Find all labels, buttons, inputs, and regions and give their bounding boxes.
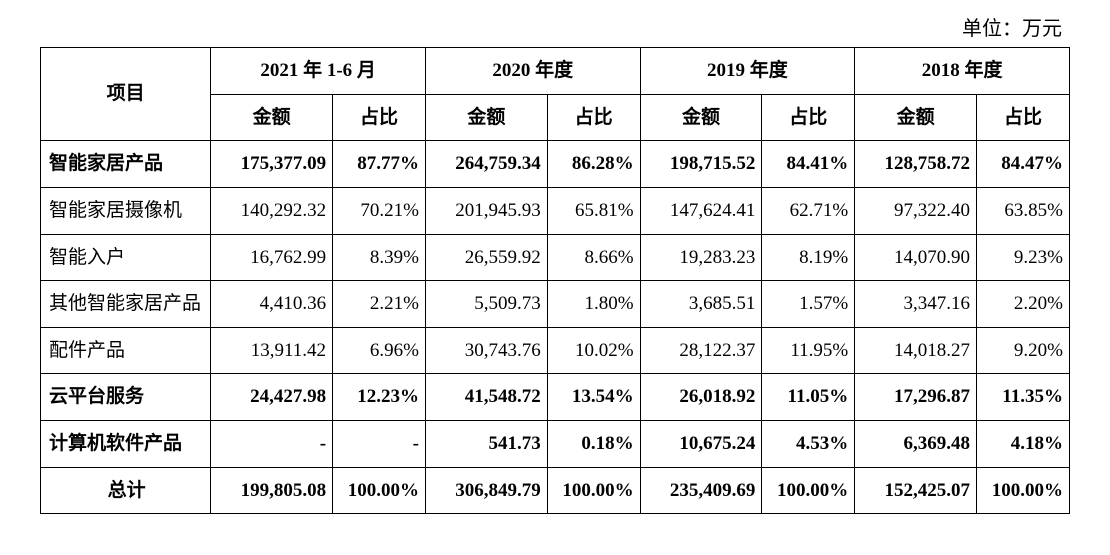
table-row: 智能入户16,762.998.39%26,559.928.66%19,283.2… bbox=[41, 234, 1070, 281]
header-amount-0: 金额 bbox=[211, 94, 333, 141]
ratio-cell: 86.28% bbox=[547, 141, 640, 188]
header-ratio-1: 占比 bbox=[547, 94, 640, 141]
header-ratio-3: 占比 bbox=[977, 94, 1070, 141]
amount-cell: 28,122.37 bbox=[640, 327, 762, 374]
table-row: 云平台服务24,427.9812.23%41,548.7213.54%26,01… bbox=[41, 374, 1070, 421]
header-amount-2: 金额 bbox=[640, 94, 762, 141]
amount-cell: 4,410.36 bbox=[211, 281, 333, 328]
ratio-cell: 2.20% bbox=[977, 281, 1070, 328]
amount-cell: 128,758.72 bbox=[855, 141, 977, 188]
header-period-0: 2021 年 1-6 月 bbox=[211, 48, 426, 95]
ratio-cell: 70.21% bbox=[333, 187, 426, 234]
ratio-cell: 8.66% bbox=[547, 234, 640, 281]
row-item-label: 智能家居产品 bbox=[41, 141, 211, 188]
ratio-cell: 84.47% bbox=[977, 141, 1070, 188]
amount-cell: 97,322.40 bbox=[855, 187, 977, 234]
amount-cell: - bbox=[211, 421, 333, 468]
amount-cell: 26,018.92 bbox=[640, 374, 762, 421]
total-amount-cell: 306,849.79 bbox=[425, 467, 547, 514]
amount-cell: 175,377.09 bbox=[211, 141, 333, 188]
amount-cell: 13,911.42 bbox=[211, 327, 333, 374]
amount-cell: 5,509.73 bbox=[425, 281, 547, 328]
ratio-cell: 10.02% bbox=[547, 327, 640, 374]
ratio-cell: 2.21% bbox=[333, 281, 426, 328]
unit-label: 单位：万元 bbox=[40, 12, 1070, 41]
header-period-2: 2019 年度 bbox=[640, 48, 855, 95]
ratio-cell: 84.41% bbox=[762, 141, 855, 188]
header-amount-3: 金额 bbox=[855, 94, 977, 141]
ratio-cell: 1.57% bbox=[762, 281, 855, 328]
table-row: 智能家居产品175,377.0987.77%264,759.3486.28%19… bbox=[41, 141, 1070, 188]
amount-cell: 41,548.72 bbox=[425, 374, 547, 421]
total-amount-cell: 152,425.07 bbox=[855, 467, 977, 514]
amount-cell: 24,427.98 bbox=[211, 374, 333, 421]
amount-cell: 140,292.32 bbox=[211, 187, 333, 234]
total-ratio-cell: 100.00% bbox=[547, 467, 640, 514]
ratio-cell: 63.85% bbox=[977, 187, 1070, 234]
header-amount-1: 金额 bbox=[425, 94, 547, 141]
amount-cell: 147,624.41 bbox=[640, 187, 762, 234]
ratio-cell: 11.95% bbox=[762, 327, 855, 374]
row-item-label: 配件产品 bbox=[41, 327, 211, 374]
ratio-cell: 0.18% bbox=[547, 421, 640, 468]
ratio-cell: 13.54% bbox=[547, 374, 640, 421]
ratio-cell: 87.77% bbox=[333, 141, 426, 188]
ratio-cell: 9.20% bbox=[977, 327, 1070, 374]
header-ratio-2: 占比 bbox=[762, 94, 855, 141]
ratio-cell: 4.53% bbox=[762, 421, 855, 468]
total-amount-cell: 199,805.08 bbox=[211, 467, 333, 514]
amount-cell: 541.73 bbox=[425, 421, 547, 468]
ratio-cell: 8.19% bbox=[762, 234, 855, 281]
ratio-cell: 12.23% bbox=[333, 374, 426, 421]
row-item-label: 计算机软件产品 bbox=[41, 421, 211, 468]
row-item-label: 云平台服务 bbox=[41, 374, 211, 421]
table-row: 计算机软件产品--541.730.18%10,675.244.53%6,369.… bbox=[41, 421, 1070, 468]
ratio-cell: - bbox=[333, 421, 426, 468]
amount-cell: 26,559.92 bbox=[425, 234, 547, 281]
amount-cell: 201,945.93 bbox=[425, 187, 547, 234]
table-body: 智能家居产品175,377.0987.77%264,759.3486.28%19… bbox=[41, 141, 1070, 514]
table-row: 其他智能家居产品4,410.362.21%5,509.731.80%3,685.… bbox=[41, 281, 1070, 328]
row-item-label: 智能入户 bbox=[41, 234, 211, 281]
ratio-cell: 65.81% bbox=[547, 187, 640, 234]
table-row: 配件产品13,911.426.96%30,743.7610.02%28,122.… bbox=[41, 327, 1070, 374]
ratio-cell: 1.80% bbox=[547, 281, 640, 328]
ratio-cell: 4.18% bbox=[977, 421, 1070, 468]
ratio-cell: 11.35% bbox=[977, 374, 1070, 421]
header-ratio-0: 占比 bbox=[333, 94, 426, 141]
ratio-cell: 62.71% bbox=[762, 187, 855, 234]
ratio-cell: 9.23% bbox=[977, 234, 1070, 281]
amount-cell: 198,715.52 bbox=[640, 141, 762, 188]
amount-cell: 10,675.24 bbox=[640, 421, 762, 468]
amount-cell: 14,070.90 bbox=[855, 234, 977, 281]
amount-cell: 3,347.16 bbox=[855, 281, 977, 328]
ratio-cell: 6.96% bbox=[333, 327, 426, 374]
amount-cell: 6,369.48 bbox=[855, 421, 977, 468]
total-ratio-cell: 100.00% bbox=[977, 467, 1070, 514]
total-ratio-cell: 100.00% bbox=[762, 467, 855, 514]
amount-cell: 19,283.23 bbox=[640, 234, 762, 281]
amount-cell: 14,018.27 bbox=[855, 327, 977, 374]
total-amount-cell: 235,409.69 bbox=[640, 467, 762, 514]
ratio-cell: 11.05% bbox=[762, 374, 855, 421]
table-row: 智能家居摄像机140,292.3270.21%201,945.9365.81%1… bbox=[41, 187, 1070, 234]
header-period-1: 2020 年度 bbox=[425, 48, 640, 95]
amount-cell: 16,762.99 bbox=[211, 234, 333, 281]
total-label: 总计 bbox=[41, 467, 211, 514]
amount-cell: 3,685.51 bbox=[640, 281, 762, 328]
amount-cell: 264,759.34 bbox=[425, 141, 547, 188]
header-row-1: 项目 2021 年 1-6 月 2020 年度 2019 年度 2018 年度 bbox=[41, 48, 1070, 95]
amount-cell: 17,296.87 bbox=[855, 374, 977, 421]
header-period-3: 2018 年度 bbox=[855, 48, 1070, 95]
row-item-label: 智能家居摄像机 bbox=[41, 187, 211, 234]
header-item: 项目 bbox=[41, 48, 211, 141]
total-ratio-cell: 100.00% bbox=[333, 467, 426, 514]
row-item-label: 其他智能家居产品 bbox=[41, 281, 211, 328]
ratio-cell: 8.39% bbox=[333, 234, 426, 281]
total-row: 总计199,805.08100.00%306,849.79100.00%235,… bbox=[41, 467, 1070, 514]
amount-cell: 30,743.76 bbox=[425, 327, 547, 374]
financial-table: 项目 2021 年 1-6 月 2020 年度 2019 年度 2018 年度 … bbox=[40, 47, 1070, 514]
